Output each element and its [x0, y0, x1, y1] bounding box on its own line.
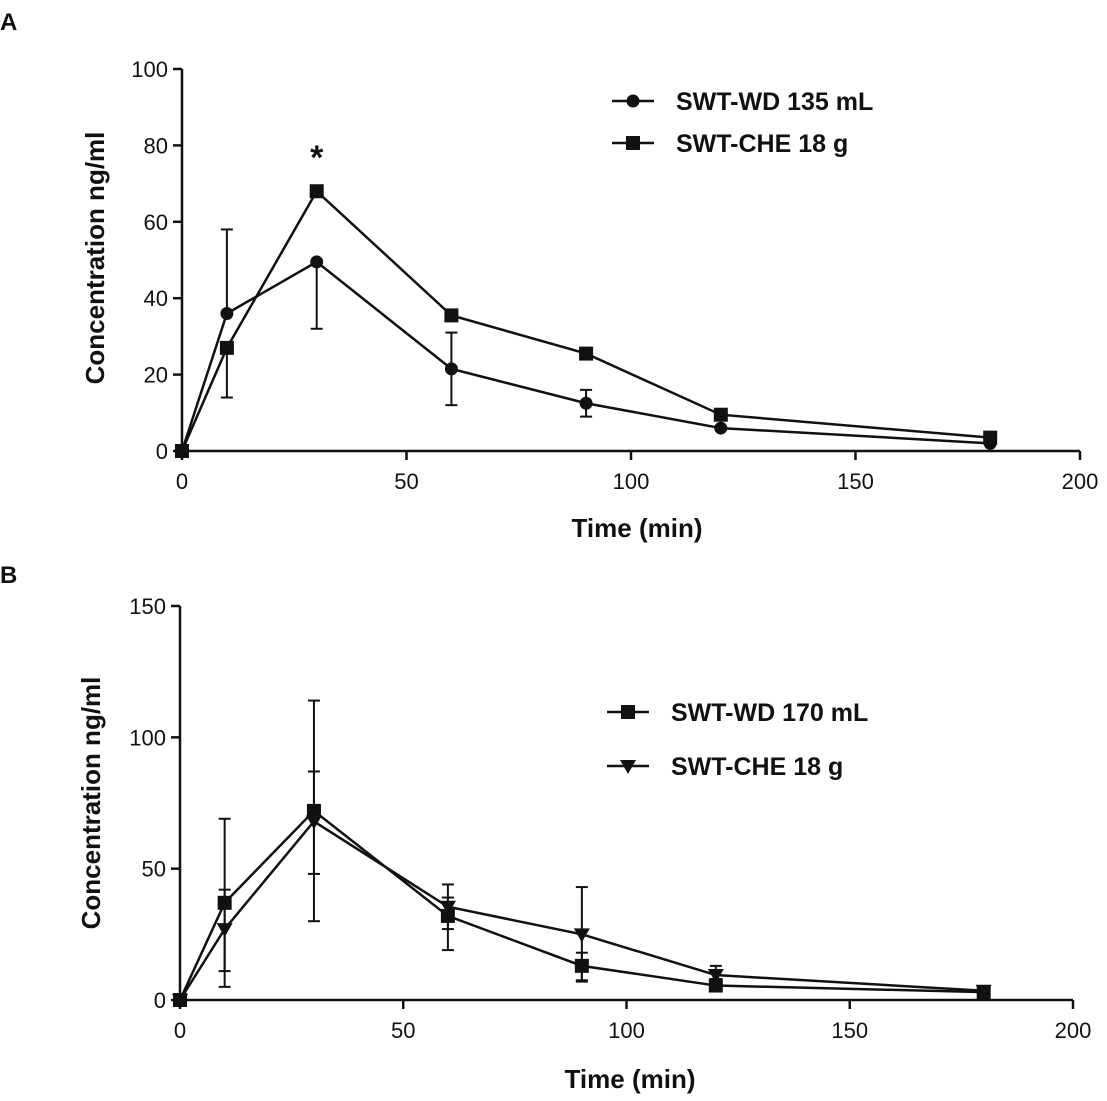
y-axis-title: Concentration ng/ml — [80, 132, 110, 385]
legend-entry: SWT-WD 170 mL — [607, 699, 868, 727]
x-tick-label: 150 — [831, 1018, 868, 1043]
series-swt-che-18-g-panel-b — [172, 770, 992, 1008]
legend-marker — [621, 705, 635, 719]
data-point — [444, 362, 458, 376]
data-point — [713, 407, 728, 422]
data-point — [175, 444, 189, 458]
data-point — [579, 346, 594, 361]
data-point — [714, 421, 728, 435]
x-tick-label: 200 — [1062, 469, 1099, 494]
legend-label: SWT-CHE 18 g — [676, 130, 848, 158]
x-axis-title: Time (min) — [565, 1064, 696, 1094]
y-tick-label: 60 — [144, 210, 168, 235]
data-point — [975, 984, 992, 999]
legend-marker — [620, 760, 636, 774]
data-point — [444, 308, 459, 323]
y-tick-label: 0 — [154, 988, 166, 1013]
legend-entry: SWT-CHE 18 g — [607, 753, 843, 781]
significance-marker: * — [310, 139, 324, 177]
legend-label: SWT-WD 135 mL — [676, 88, 873, 116]
data-point — [220, 306, 234, 320]
x-tick-label: 100 — [613, 469, 650, 494]
legend-marker — [626, 136, 640, 150]
y-tick-label: 20 — [144, 363, 168, 388]
y-tick-label: 100 — [131, 57, 168, 82]
panel-b: B Time (min) Concentration ng/ml 0 50 100 1… — [0, 562, 1091, 1094]
data-point — [219, 340, 234, 355]
panel-label-a: A — [0, 9, 17, 36]
legend-label: SWT-CHE 18 g — [671, 753, 843, 781]
data-point — [983, 430, 998, 445]
x-tick-label: 150 — [837, 469, 874, 494]
data-point — [305, 815, 322, 830]
y-tick-label: 50 — [142, 857, 166, 882]
data-point — [309, 184, 324, 199]
x-tick-label: 100 — [608, 1018, 645, 1043]
data-point — [708, 978, 723, 993]
x-axis-title: Time (min) — [572, 513, 703, 543]
legend-label: SWT-WD 170 mL — [671, 699, 868, 727]
y-axis-title: Concentration ng/ml — [76, 677, 106, 930]
x-tick-label: 50 — [391, 1018, 415, 1043]
y-tick-label: 40 — [144, 286, 168, 311]
data-point — [310, 255, 324, 269]
series-swt-wd-135-ml-panel-a — [175, 228, 997, 458]
x-tick-label: 200 — [1055, 1018, 1092, 1043]
data-point — [573, 928, 590, 943]
x-tick-label: 0 — [176, 469, 188, 494]
data-point — [439, 900, 456, 915]
data-point — [216, 923, 233, 938]
x-tick-label: 0 — [174, 1018, 186, 1043]
y-tick-label: 100 — [129, 725, 166, 750]
legend-marker — [626, 94, 640, 108]
y-tick-label: 0 — [156, 439, 168, 464]
y-tick-label: 80 — [144, 133, 168, 158]
data-point — [579, 396, 593, 410]
data-point — [172, 994, 188, 1008]
x-tick-label: 50 — [394, 469, 418, 494]
legend-entry: SWT-WD 135 mL — [612, 88, 873, 116]
y-tick-label: 150 — [129, 594, 166, 619]
legend-entry: SWT-CHE 18 g — [612, 130, 848, 158]
series-swt-che-18-g-panel-a — [175, 184, 998, 458]
panel-a: A Time (min) Concentration ng/ml 0 20 40 60… — [0, 9, 1098, 543]
panel-label-b: B — [0, 562, 17, 589]
data-point — [707, 969, 724, 984]
